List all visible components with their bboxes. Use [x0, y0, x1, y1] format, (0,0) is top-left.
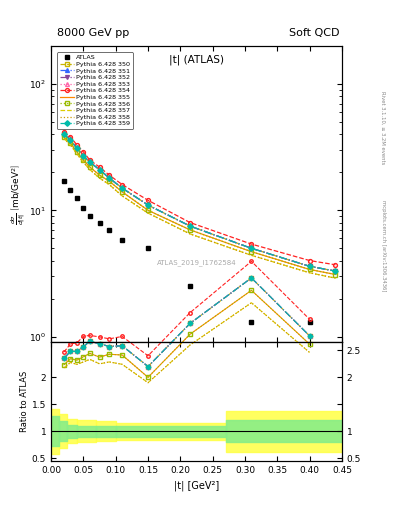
Y-axis label: Ratio to ATLAS: Ratio to ATLAS: [20, 371, 29, 432]
Y-axis label: $\frac{d\sigma}{d|t|}\ \left[\mathrm{mb/GeV^2}\right]$: $\frac{d\sigma}{d|t|}\ \left[\mathrm{mb/…: [9, 163, 28, 225]
Legend: ATLAS, Pythia 6.428 350, Pythia 6.428 351, Pythia 6.428 352, Pythia 6.428 353, P: ATLAS, Pythia 6.428 350, Pythia 6.428 35…: [57, 52, 133, 129]
Text: |t| (ATLAS): |t| (ATLAS): [169, 55, 224, 66]
Text: Rivet 3.1.10, ≥ 3.2M events: Rivet 3.1.10, ≥ 3.2M events: [381, 91, 386, 165]
Text: 8000 GeV pp: 8000 GeV pp: [57, 28, 129, 38]
Text: mcplots.cern.ch [arXiv:1306.3436]: mcplots.cern.ch [arXiv:1306.3436]: [381, 200, 386, 291]
Text: ATLAS_2019_I1762584: ATLAS_2019_I1762584: [157, 259, 236, 266]
X-axis label: |t| [GeV²]: |t| [GeV²]: [174, 480, 219, 490]
Text: Soft QCD: Soft QCD: [290, 28, 340, 38]
